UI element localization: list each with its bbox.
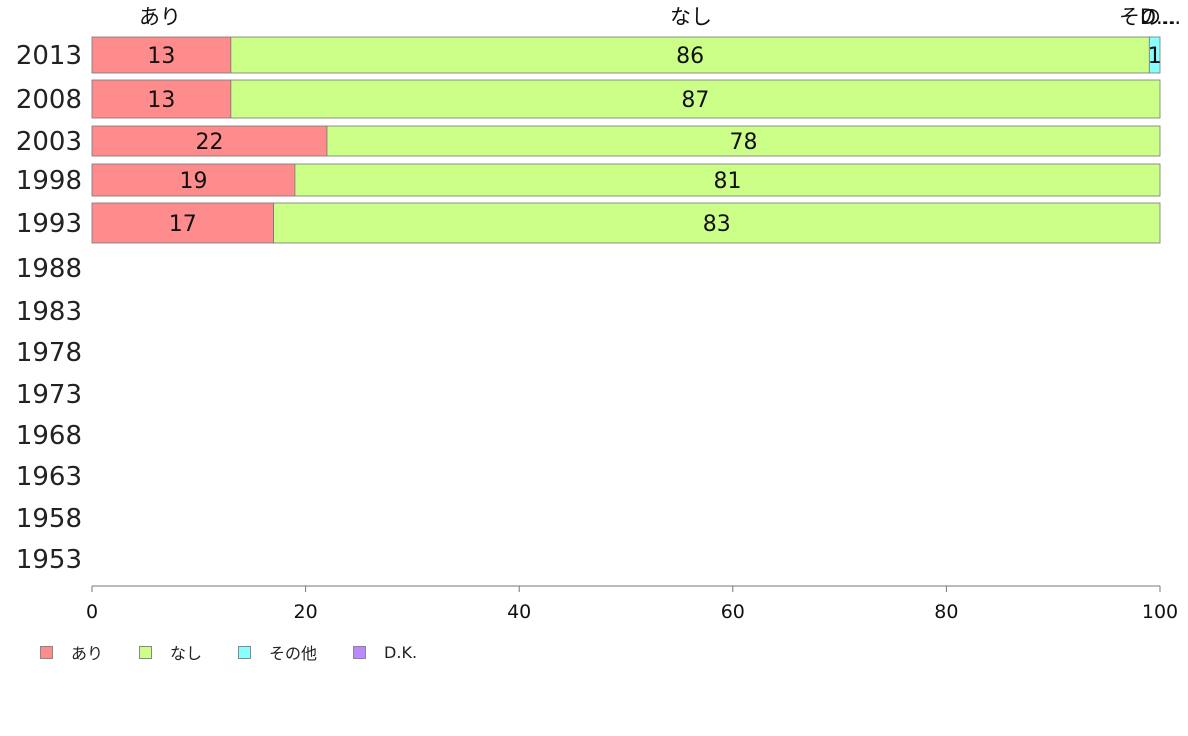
- legend-label: あり: [71, 644, 104, 663]
- bar-segment: [91, 36, 232, 74]
- data-label: 17: [169, 212, 197, 237]
- year-label: 1968: [16, 421, 82, 451]
- legend-label: その他: [269, 644, 318, 663]
- legend-swatch: [40, 645, 53, 659]
- column-header: D...: [1140, 5, 1176, 29]
- year-label: 2008: [16, 85, 82, 115]
- x-tick-label: 100: [1142, 601, 1178, 623]
- year-label: 2003: [16, 127, 82, 157]
- column-header: その...: [1119, 5, 1181, 29]
- x-tick-label: 20: [294, 601, 318, 623]
- bar-segment: [273, 202, 1161, 244]
- data-label: 86: [676, 44, 704, 69]
- year-label: 1953: [16, 545, 82, 575]
- legend-item: あり: [40, 640, 103, 664]
- data-label: 13: [147, 88, 175, 113]
- x-tick-label: 0: [86, 601, 98, 623]
- legend-item: D.K.: [353, 643, 417, 662]
- bar-segment: [91, 125, 328, 157]
- bar-segment: [326, 125, 1161, 157]
- data-label: 78: [729, 130, 757, 155]
- legend-item: その他: [238, 640, 317, 664]
- legend-label: D.K.: [384, 642, 418, 662]
- year-label: 1963: [16, 462, 82, 492]
- data-label: 22: [195, 130, 223, 155]
- legend-label: なし: [170, 644, 203, 663]
- year-label: 2013: [16, 41, 82, 71]
- year-label: 1993: [16, 209, 82, 239]
- data-label: 81: [713, 169, 741, 194]
- legend-swatch: [238, 645, 252, 659]
- bar-segment: [91, 163, 296, 197]
- column-header: あり: [139, 5, 181, 29]
- x-tick-label: 80: [934, 601, 958, 623]
- year-label: 1988: [16, 254, 82, 284]
- bar-segment: [91, 79, 232, 119]
- data-label: 87: [681, 88, 709, 113]
- x-tick-label: 60: [721, 601, 745, 623]
- data-label: 83: [703, 212, 731, 237]
- bar-segment: [1148, 36, 1161, 74]
- year-label: 1973: [16, 380, 82, 410]
- chart-legend: あり なし その他 D.K.: [40, 640, 453, 664]
- year-label: 1983: [16, 297, 82, 327]
- legend-swatch: [139, 645, 153, 659]
- data-label: 19: [179, 169, 207, 194]
- data-label: 1: [1148, 44, 1162, 69]
- bar-segment: [91, 202, 274, 244]
- year-label: 1978: [16, 338, 82, 368]
- legend-item: なし: [139, 640, 202, 664]
- year-label: 1998: [16, 166, 82, 196]
- bar-segment: [294, 163, 1161, 197]
- bar-segment: [230, 79, 1161, 119]
- year-label: 1958: [16, 504, 82, 534]
- x-tick-label: 40: [507, 601, 531, 623]
- data-label: 13: [147, 44, 175, 69]
- legend-swatch: [353, 645, 367, 659]
- bar-segment: [230, 36, 1150, 74]
- column-header: なし: [670, 5, 712, 29]
